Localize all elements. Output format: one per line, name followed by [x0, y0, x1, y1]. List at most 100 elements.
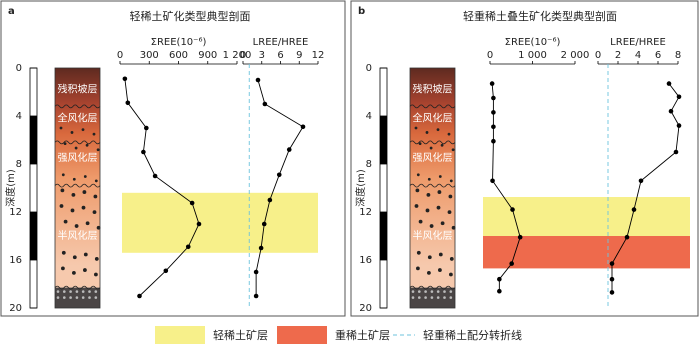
gravel-dot — [449, 195, 453, 199]
depth-bar-segment — [380, 212, 387, 260]
data-point — [497, 289, 502, 294]
axis-title: 深度(m) — [354, 169, 367, 207]
x-tick-label: 6 — [655, 50, 661, 61]
x-axis-title: ΣREE(10⁻⁶) — [151, 37, 207, 48]
gravel-dot — [93, 210, 97, 214]
panel-label: a — [8, 6, 15, 17]
data-point — [669, 109, 674, 114]
gravel-dot — [452, 148, 455, 151]
soil-column — [410, 68, 455, 288]
bedrock-dot — [443, 290, 446, 293]
data-point — [164, 269, 169, 274]
bedrock-dot — [412, 296, 415, 299]
panel-frame — [1, 1, 345, 316]
bedrock-dot — [418, 290, 421, 293]
data-point — [259, 246, 264, 251]
gravel-dot — [61, 267, 65, 271]
gravel-dot — [73, 178, 76, 181]
data-point — [123, 77, 128, 82]
bedrock-dot — [63, 296, 66, 299]
gravel-dot — [439, 253, 443, 257]
bedrock-dot — [437, 290, 440, 293]
depth-bar-segment — [30, 116, 37, 164]
data-point — [490, 81, 495, 86]
gravel-dot — [95, 180, 98, 183]
bedrock-dot — [443, 296, 446, 299]
bedrock-dot — [95, 290, 98, 293]
ore-band — [483, 236, 690, 268]
bedrock-dot — [88, 296, 91, 299]
layer-label: 残积坡层 — [58, 83, 98, 96]
data-point — [491, 139, 496, 144]
gravel-dot — [438, 268, 442, 272]
x-tick-label: 900 — [198, 50, 217, 61]
gravel-dot — [416, 267, 420, 271]
data-point — [268, 198, 273, 203]
data-point — [677, 95, 682, 100]
gravel-dot — [428, 255, 432, 259]
bedrock-dot — [431, 290, 434, 293]
x-tick-label: 600 — [169, 50, 188, 61]
gravel-dot — [75, 147, 78, 150]
bedrock-dot — [76, 290, 79, 293]
gravel-dot — [94, 195, 98, 199]
gravel-dot — [441, 221, 445, 225]
data-point — [491, 125, 496, 130]
gravel-dot — [419, 142, 422, 145]
bedrock-dot — [437, 296, 440, 299]
bedrock-dot — [450, 296, 453, 299]
data-point — [153, 174, 158, 179]
gravel-dot — [437, 206, 441, 210]
gravel-dot — [95, 257, 99, 261]
gravel-dot — [430, 224, 434, 228]
data-point — [190, 201, 195, 206]
gravel-dot — [416, 189, 420, 193]
gravel-dot — [83, 268, 87, 272]
legend-label: 轻重稀土配分转折线 — [423, 328, 522, 342]
y-tick-label: 0 — [366, 63, 372, 74]
gravel-dot — [62, 173, 65, 176]
gravel-dot — [415, 127, 418, 130]
legend-label: 重稀土矿层 — [335, 328, 390, 342]
depth-bar — [30, 68, 37, 308]
y-tick-label: 8 — [366, 159, 372, 170]
gravel-dot — [82, 206, 86, 210]
legend-swatch — [155, 326, 205, 344]
layer-label: 强风化层 — [58, 151, 98, 164]
layer-label: 强风化层 — [413, 151, 453, 164]
data-point — [674, 150, 679, 155]
data-point — [254, 270, 259, 275]
y-tick-label: 8 — [16, 159, 22, 170]
x-tick-label: 0 — [117, 50, 123, 61]
y-tick-label: 12 — [9, 207, 22, 218]
data-point — [256, 78, 261, 83]
y-tick-label: 4 — [16, 111, 22, 122]
x-tick-label: 9 — [296, 50, 302, 61]
x-tick-label: 300 — [140, 50, 159, 61]
x-tick-label: 6 — [277, 50, 283, 61]
bedrock-dot — [424, 296, 427, 299]
layer-label: 全风化层 — [58, 111, 98, 124]
panel-label: b — [358, 6, 365, 17]
gravel-dot — [60, 127, 63, 130]
gravel-dot — [97, 148, 100, 151]
data-point — [639, 179, 644, 184]
layer-label: 残积坡层 — [413, 83, 453, 96]
bedrock-dot — [82, 296, 85, 299]
legend-swatch — [277, 326, 327, 344]
gravel-dot — [450, 180, 453, 183]
x-tick-label: 4 — [635, 50, 641, 61]
depth-bar — [380, 68, 387, 308]
panel-frame — [351, 1, 698, 316]
bedrock-dot — [63, 290, 66, 293]
gravel-dot — [64, 142, 67, 145]
x-tick-label: 0 — [487, 50, 493, 61]
bedrock-dot — [95, 296, 98, 299]
gravel-dot — [72, 271, 76, 275]
data-point — [186, 245, 191, 250]
data-point — [667, 81, 672, 86]
gravel-dot — [448, 210, 452, 214]
data-point — [144, 126, 149, 131]
x-axis-title: LREE/HREE — [253, 37, 309, 48]
depth-bar-segment — [380, 116, 387, 164]
